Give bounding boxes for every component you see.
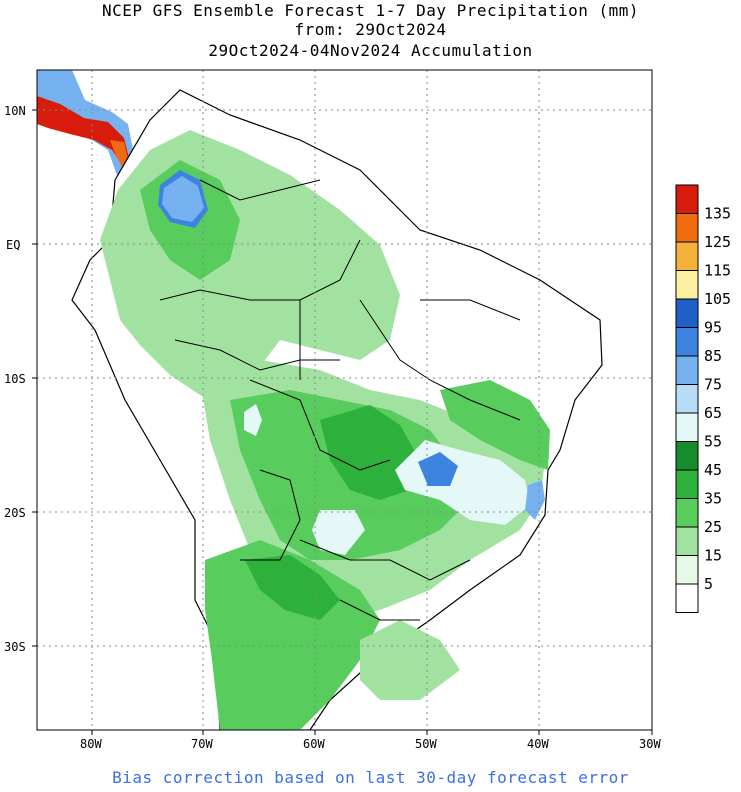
- legend-label: 35: [704, 490, 722, 508]
- ticks: [32, 109, 653, 735]
- accumulation-period: 29Oct2024-04Nov2024 Accumulation: [208, 41, 533, 60]
- rain-core-colombia-light: [162, 176, 204, 222]
- map-title: NCEP GFS Ensemble Forecast 1-7 Day Preci…: [101, 1, 640, 20]
- legend-swatch: [675, 327, 699, 357]
- legend-label: 115: [704, 262, 731, 280]
- legend-swatch: [675, 555, 699, 585]
- rain-south-core: [245, 555, 340, 620]
- legend-swatch: [675, 213, 699, 243]
- legend-swatch: [675, 184, 699, 214]
- legend-label: 55: [704, 433, 722, 451]
- map-frame: [36, 69, 653, 731]
- legend-swatch: [675, 526, 699, 556]
- lon-label-70w: 70W: [191, 737, 213, 751]
- legend-swatch: [675, 412, 699, 442]
- legend-swatch: [675, 270, 699, 300]
- rain-southeast: [360, 620, 460, 700]
- forecast-init-date: from: 29Oct2024: [294, 20, 447, 39]
- rain-south: [205, 540, 380, 730]
- legend-swatch: [675, 469, 699, 499]
- rain-core-sp: [312, 510, 365, 555]
- legend-label: 95: [704, 319, 722, 337]
- lat-label-eq: EQ: [6, 238, 20, 252]
- lon-label-60w: 60W: [303, 737, 325, 751]
- lat-label-20s: 20S: [4, 506, 26, 520]
- lat-label-30s: 30S: [4, 640, 26, 654]
- legend-swatch: [675, 583, 699, 613]
- legend-swatch: [675, 384, 699, 414]
- legend-swatch: [675, 355, 699, 385]
- lon-label-50w: 50W: [415, 737, 437, 751]
- lon-label-30w: 30W: [639, 737, 661, 751]
- legend-swatch: [675, 298, 699, 328]
- lon-label-80w: 80W: [80, 737, 102, 751]
- legend-swatch: [675, 498, 699, 528]
- legend-colorbar: 135 125 115 105 95 85 75 65 55 45 35 25 15 5: [675, 184, 731, 613]
- legend-swatch: [675, 241, 699, 271]
- rain-core-bolivia: [244, 404, 262, 436]
- lat-label-10s: 10S: [4, 372, 26, 386]
- legend-label: 125: [704, 233, 731, 251]
- legend-label: 25: [704, 518, 722, 536]
- legend-label: 65: [704, 404, 722, 422]
- legend-swatch: [675, 441, 699, 471]
- legend-label: 75: [704, 376, 722, 394]
- rain-core-es: [525, 480, 545, 520]
- rain-northeast: [440, 380, 550, 470]
- rain-core-mg-blue: [418, 452, 458, 486]
- country-borders: [159, 179, 521, 621]
- legend-label: 5: [704, 575, 713, 593]
- lon-label-40w: 40W: [527, 737, 549, 751]
- central-america-extreme-rain: [37, 96, 130, 168]
- lat-label-10n: 10N: [4, 104, 26, 118]
- legend-label: 105: [704, 290, 731, 308]
- bias-correction-note: Bias correction based on last 30-day for…: [112, 768, 629, 787]
- legend-label: 15: [704, 547, 722, 565]
- legend-label: 85: [704, 347, 722, 365]
- graticule: [37, 70, 652, 730]
- legend-label: 45: [704, 461, 722, 479]
- map-canvas: [37, 70, 652, 730]
- legend-label: 135: [704, 205, 731, 223]
- rain-central-heavy: [320, 405, 420, 500]
